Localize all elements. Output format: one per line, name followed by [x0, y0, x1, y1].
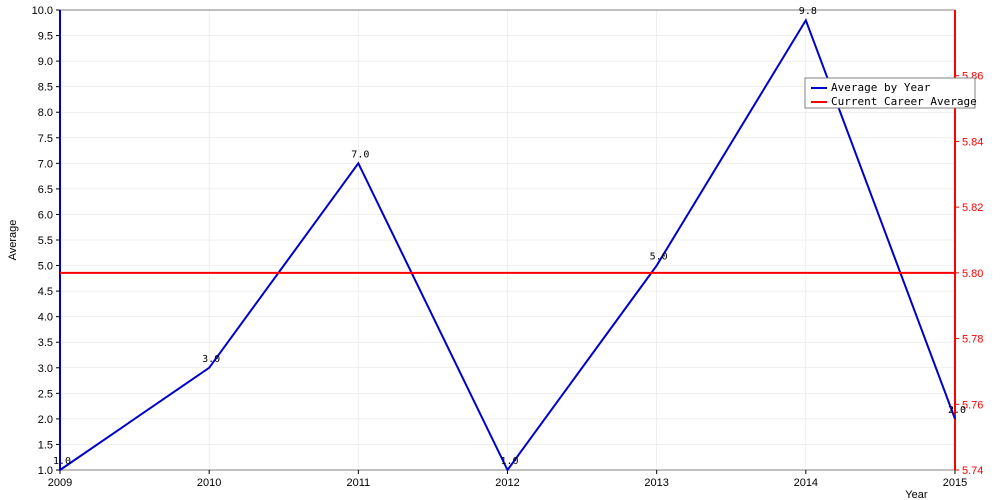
y-left-tick-label: 2.0 [38, 414, 53, 426]
data-point-label: 5.0 [650, 252, 668, 263]
y-left-tick-label: 6.0 [38, 209, 53, 221]
y-left-tick-label: 9.0 [38, 56, 53, 68]
data-point-label: 9.8 [799, 6, 817, 17]
y-left-tick-label: 4.0 [38, 312, 53, 324]
data-point-label: 7.0 [351, 149, 369, 160]
x-tick-label: 2009 [48, 477, 72, 489]
y-axis-label: Average [7, 220, 19, 261]
y-right-tick-label: 5.78 [962, 334, 983, 346]
data-point-label: 1.0 [500, 456, 518, 467]
y-left-tick-label: 8.0 [38, 107, 53, 119]
chart-svg: 20092010201120122013201420151.01.52.02.5… [0, 0, 1000, 500]
y-left-tick-label: 5.5 [38, 235, 53, 247]
chart-container: 20092010201120122013201420151.01.52.02.5… [0, 0, 1000, 500]
y-left-tick-label: 1.5 [38, 439, 53, 451]
y-left-tick-label: 7.5 [38, 133, 53, 145]
y-right-tick-label: 5.82 [962, 202, 983, 214]
y-left-tick-label: 10.0 [32, 5, 53, 17]
x-tick-label: 2015 [943, 477, 967, 489]
y-left-tick-label: 7.0 [38, 158, 53, 170]
y-left-tick-label: 3.5 [38, 337, 53, 349]
x-tick-label: 2012 [495, 477, 519, 489]
y-left-tick-label: 2.5 [38, 388, 53, 400]
x-axis-label: Year [905, 489, 928, 500]
y-right-tick-label: 5.84 [962, 136, 983, 148]
y-left-tick-label: 3.0 [38, 363, 53, 375]
data-point-label: 3.0 [202, 354, 220, 365]
data-point-label: 1.0 [53, 456, 71, 467]
data-point-label: 2.0 [948, 405, 966, 416]
y-left-tick-label: 9.5 [38, 31, 53, 43]
y-left-tick-label: 4.5 [38, 286, 53, 298]
legend-label: Average by Year [831, 81, 931, 94]
y-left-tick-label: 8.5 [38, 82, 53, 94]
y-right-tick-label: 5.74 [962, 465, 983, 477]
y-left-tick-label: 5.0 [38, 261, 53, 273]
x-tick-label: 2010 [197, 477, 221, 489]
y-left-tick-label: 6.5 [38, 184, 53, 196]
y-right-tick-label: 5.80 [962, 268, 983, 280]
x-tick-label: 2013 [644, 477, 668, 489]
y-left-tick-label: 1.0 [38, 465, 53, 477]
x-tick-label: 2014 [794, 477, 818, 489]
x-tick-label: 2011 [347, 477, 371, 489]
legend-label: Current Career Average [831, 95, 977, 108]
